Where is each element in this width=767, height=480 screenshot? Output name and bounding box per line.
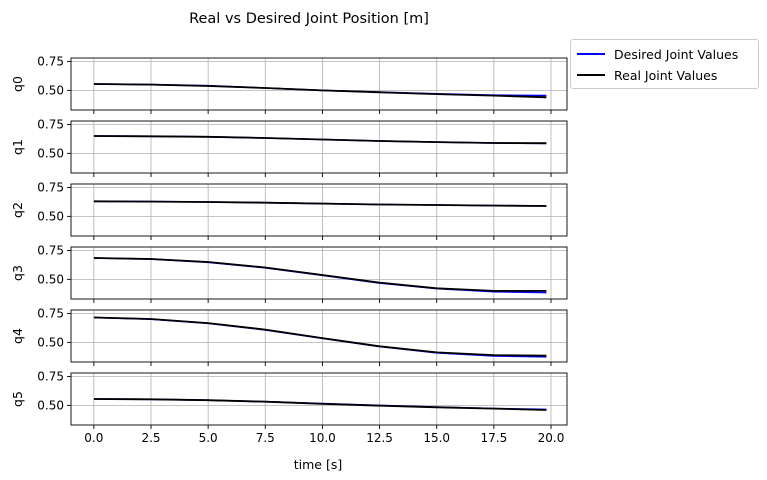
y-tick-label: 0.50 bbox=[37, 146, 64, 160]
y-tick-label: 0.75 bbox=[37, 180, 64, 194]
axes-frame bbox=[70, 183, 568, 237]
subplot-q3: 0.50 0.75 q3 bbox=[10, 243, 568, 303]
y-axis-label: q4 bbox=[10, 328, 25, 344]
series-line-real bbox=[93, 257, 547, 292]
y-tick-label: 0.50 bbox=[37, 272, 64, 286]
y-axis-label: q1 bbox=[10, 139, 25, 155]
x-tick-label: 0.0 bbox=[84, 431, 103, 445]
y-tick-label: 0.75 bbox=[37, 243, 64, 257]
axes-frame bbox=[70, 120, 568, 174]
series-line-real bbox=[93, 200, 547, 207]
legend: Desired Joint Values Real Joint Values bbox=[570, 39, 759, 89]
axes-frame bbox=[70, 372, 568, 426]
y-tick-label: 0.50 bbox=[37, 83, 64, 97]
chart-title: Real vs Desired Joint Position [m] bbox=[189, 11, 429, 27]
axes-frame bbox=[70, 246, 568, 300]
x-tick-label: 15.0 bbox=[423, 431, 450, 445]
subplots: 0.50 0.75 q0 0.50 0.75 q1 0.50 0.75 q2 0.50 0.75 q3… bbox=[10, 54, 568, 445]
legend-entry-desired: Desired Joint Values bbox=[577, 45, 738, 63]
axes-frame bbox=[70, 57, 568, 111]
legend-entry-real: Real Joint Values bbox=[577, 66, 717, 84]
series-line-real bbox=[93, 83, 547, 99]
x-axis-label: time [s] bbox=[294, 457, 342, 472]
y-tick-label: 0.50 bbox=[37, 398, 64, 412]
legend-label-desired: Desired Joint Values bbox=[614, 46, 739, 62]
y-axis-label: q2 bbox=[10, 202, 25, 218]
x-tick-label: 12.5 bbox=[366, 431, 393, 445]
y-tick-label: 0.75 bbox=[37, 54, 64, 68]
x-tick-label: 7.5 bbox=[256, 431, 275, 445]
x-tick-label: 10.0 bbox=[309, 431, 336, 445]
y-axis-label: q3 bbox=[10, 265, 25, 281]
axes-frame bbox=[70, 309, 568, 363]
y-axis-label: q0 bbox=[10, 76, 25, 92]
y-tick-label: 0.75 bbox=[37, 369, 64, 383]
subplot-q2: 0.50 0.75 q2 bbox=[10, 180, 568, 240]
y-tick-label: 0.75 bbox=[37, 117, 64, 131]
legend-swatch-real bbox=[577, 74, 605, 76]
subplot-q1: 0.50 0.75 q1 bbox=[10, 117, 568, 177]
legend-swatch-desired bbox=[577, 53, 605, 55]
y-tick-label: 0.50 bbox=[37, 335, 64, 349]
x-tick-label: 5.0 bbox=[199, 431, 218, 445]
x-tick-label: 20.0 bbox=[538, 431, 565, 445]
y-tick-label: 0.50 bbox=[37, 209, 64, 223]
legend-label-real: Real Joint Values bbox=[614, 67, 718, 83]
subplot-q0: 0.50 0.75 q0 bbox=[10, 54, 568, 114]
series-line-real bbox=[93, 316, 547, 357]
subplot-q4: 0.50 0.75 q4 bbox=[10, 306, 568, 366]
series-line-real bbox=[93, 135, 547, 145]
subplot-q5: 0.50 0.75 0.0 2.5 5.0 7.5 10.0 12.5 15.0 17.5 20.0… bbox=[10, 369, 568, 445]
x-tick-label: 2.5 bbox=[141, 431, 160, 445]
series-line-real bbox=[93, 398, 547, 411]
y-tick-label: 0.75 bbox=[37, 306, 64, 320]
y-axis-label: q5 bbox=[10, 391, 25, 407]
x-tick-label: 17.5 bbox=[480, 431, 507, 445]
